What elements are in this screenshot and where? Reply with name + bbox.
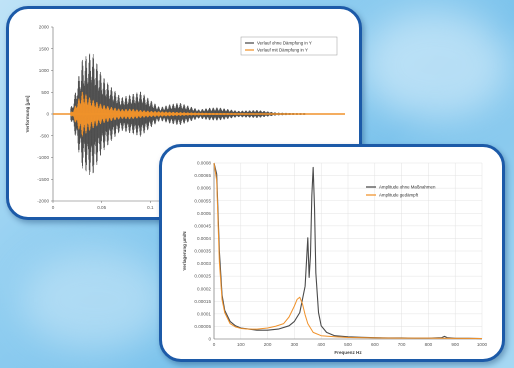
y-tick-label: 0.0006 [197,186,211,191]
y-tick-label: 0.00015 [194,299,211,304]
y-tick-label: 1000 [39,68,50,73]
y-tick-label: 0.0004 [197,236,211,241]
legend-label: Verlauf ohne Dämpfung in Y [257,41,312,46]
y-tick-label: 0.00065 [194,173,211,178]
y-tick-label: 0.0003 [197,261,211,266]
x-tick-label: 1000 [477,342,488,347]
y-tick-label: 0 [46,112,49,117]
background-glow [20,250,170,350]
y-tick-label: 2000 [39,25,50,30]
x-tick-label: 700 [398,342,406,347]
x-tick-label: 200 [264,342,272,347]
x-tick-label: 300 [291,342,299,347]
y-tick-label: 0.00025 [194,274,211,279]
legend-box [240,36,338,56]
x-tick-label: 400 [317,342,325,347]
y-tick-label: 0.0001 [197,311,211,316]
frequency-response-chart-card: 0.0008 0.00065 0.0006 0.00055 0.0005 0.00045 0… [159,144,505,362]
x-tick-label: 0.1 [147,205,154,210]
y-axis-label: Verformung [µm] [25,95,30,132]
x-tick-label: 600 [371,342,379,347]
y-tick-label: 0.00055 [194,198,211,203]
y-tick-label: 0.0008 [197,161,211,166]
legend-label: Amplitude gedämpft [379,193,419,198]
y-tick-label: 0.00035 [194,249,211,254]
x-tick-label: 0.05 [97,205,106,210]
y-tick-label: -2000 [37,199,49,204]
x-axis-label: Frequenz Hz [334,350,362,355]
frequency-response-chart: 0.00080.000650.00060.000550.00050.000450… [182,161,488,355]
legend-label: Verlauf mit Dämpfung in Y [257,48,308,53]
x-tick-label: 0 [213,342,216,347]
y-tick-label: 0.0002 [197,286,211,291]
y-tick-label: 0.0005 [197,211,211,216]
x-tick-label: 900 [451,342,459,347]
y-tick-label: 0.00045 [194,223,211,228]
series-line [70,53,307,175]
series-line [213,162,483,340]
y-tick-label: 500 [41,90,49,95]
y-tick-label: -1000 [37,155,49,160]
y-tick-label: -1500 [37,177,49,182]
y-tick-label: 0.00005 [194,324,211,329]
x-tick-label: 100 [237,342,245,347]
x-tick-label: 500 [344,342,352,347]
x-tick-label: 0 [52,205,55,210]
y-tick-label: 0 [208,337,211,342]
y-tick-label: -500 [40,133,50,138]
x-tick-label: 800 [425,342,433,347]
y-tick-label: 1500 [39,46,50,51]
background-glow [360,10,510,120]
y-axis-label: Verlagerung µm/N [182,231,187,271]
legend-label: Amplitude ohne Maßnahmen [379,185,436,190]
